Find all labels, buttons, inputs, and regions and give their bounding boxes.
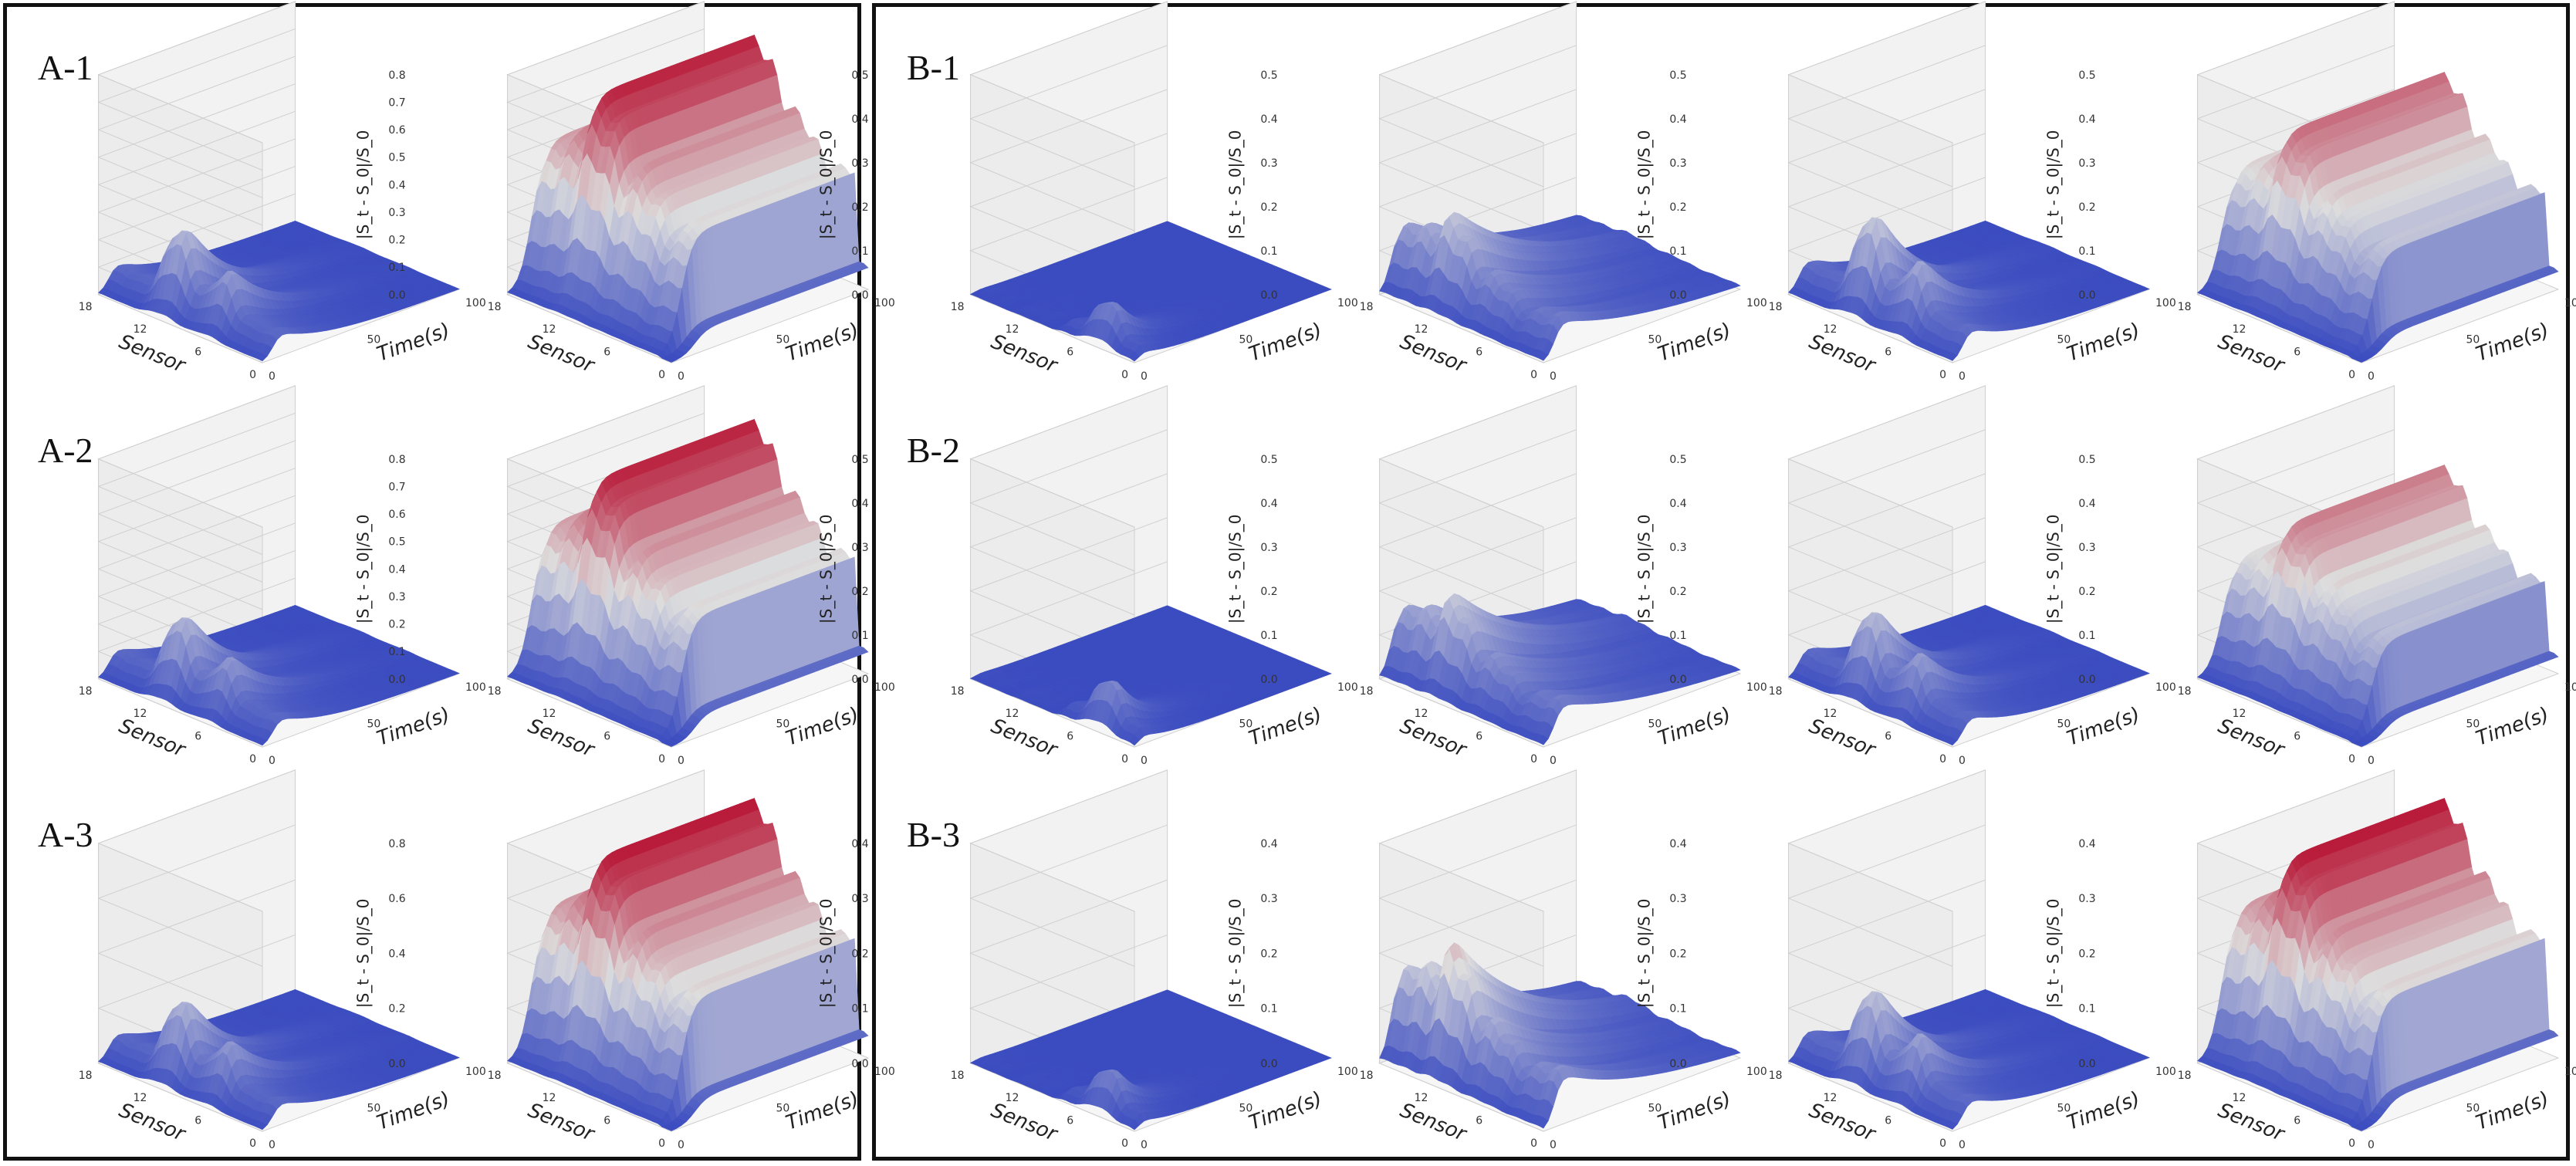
z-gridline [97,83,296,226]
z-tick-label: 0.4 [388,179,405,191]
surface-chart-svg: 0.00.10.20.30.40.50.60.70.8|S_t - S_0|/S… [354,385,895,767]
sensor-tick-label: 6 [194,346,201,359]
z-gridline [97,495,296,637]
z-gridline [97,412,296,556]
z-gridline [97,440,296,583]
z-tick-label: 0.2 [388,235,405,247]
z-tick-label: 0.5 [388,152,405,164]
sensor-tick-label: 0 [658,369,665,381]
label-b-2: B-2 [907,430,960,471]
label-a-3: A-3 [38,814,93,855]
surface-chart-svg: 0.0 0.1 0.2 0.3 0.4 0.5 0.6 0.7 0.8 |S_t - S_0|/S… [79,1,486,383]
z-tick-label: 0.0 [388,289,405,302]
plot-A-1b: 0.0 0.1 0.2 0.3 0.4 0.5 0.6 0.7 0.8 |S_t - S_0|/S… [354,1,895,394]
z-tick-label: 0.7 [388,96,405,109]
time-tick-label: 100 [465,297,486,309]
sensor-tick-label: 0 [249,369,256,381]
time-tick-label: 0 [269,370,276,383]
sensor-tick-label: 6 [603,346,610,359]
z-gridline [97,468,296,610]
z-tick-label: 0.3 [388,207,405,219]
time-tick-label: 100 [874,297,895,309]
sensor-tick-label: 12 [134,323,147,336]
z-tick-label: 0.8 [388,69,405,82]
z-tick-label: 0.1 [388,262,405,274]
time-tick-label: 50 [776,334,790,346]
sensor-tick-label: 12 [543,323,556,336]
sensor-axis-label: Sensor [525,330,599,378]
time-tick-label: 100 [465,681,486,694]
time-tick-label: 0 [269,755,276,767]
label-a-2: A-2 [38,430,93,471]
plot-A-1a: 0.0 0.1 0.2 0.3 0.4 0.5 0.6 0.7 0.8 |S_t - S_0|/S… [31,1,486,394]
surface-chart-svg: 0.00.10.20.30.40.50.60.70.8|S_t - S_0|/S… [79,385,486,767]
sensor-tick-label: 12 [134,708,147,720]
z-axis-label: |S_t - S_0|/S_0 [354,130,373,240]
sensor-axis-label: Sensor [116,715,190,762]
plot-A-2b: 0.0 0.1 0.2 0.3 0.4 0.5 0.6 0.7 0.8 |S_t - S_0|/S… [354,385,895,778]
sensor-tick-label: 18 [79,685,93,698]
surface-patch [448,671,460,676]
time-tick-label: 50 [367,718,381,731]
surface-patch [858,263,869,270]
z-gridline [97,110,296,253]
surface-chart-svg: 0.0 0.1 0.2 0.3 0.4 0.5 0.6 0.7 0.8 |S_t - S_0|/S… [354,1,895,383]
sensor-axis-label: Sensor [116,330,190,378]
label-b-3: B-3 [907,814,960,855]
label-b-1: B-1 [907,47,960,88]
label-a-1: A-1 [38,47,93,88]
sensor-tick-label: 18 [488,301,502,313]
z-gridline [97,1,296,144]
sensor-tick-label: 18 [79,301,93,313]
z-gridline [97,56,296,198]
time-tick-label: 50 [367,334,381,346]
surface-patch [448,286,460,292]
sensor-tick-label: 6 [194,731,201,743]
z-gridline [97,385,296,528]
z-tick-label: 0.6 [388,124,405,137]
z-gridline [97,28,296,171]
time-tick-label: 0 [678,370,685,383]
plot-A-2a: 0.00.10.20.30.40.50.60.70.8|S_t - S_0|/S… [31,385,486,778]
sensor-tick-label: 0 [249,753,256,766]
